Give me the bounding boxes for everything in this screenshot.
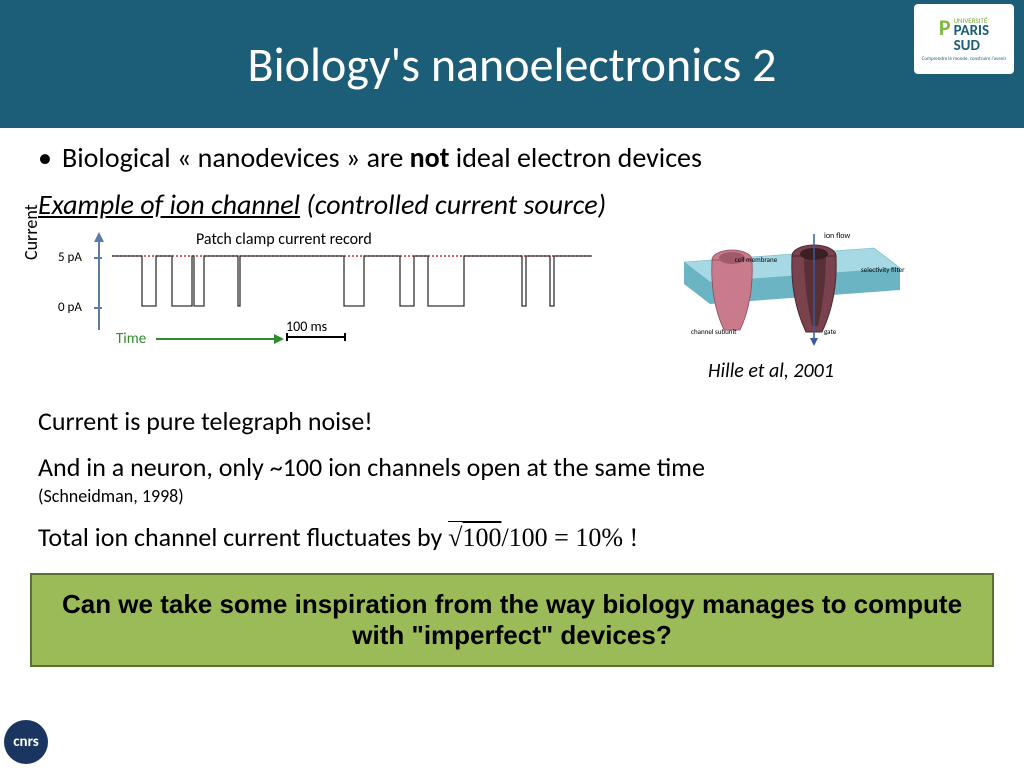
fluct-pre: Total ion channel current fluctuates by [38, 521, 448, 553]
ion-channel-svg: ion flow cell membrane selectivity filte… [636, 230, 906, 350]
bullet1-pre: Biological « nanodevices » are [62, 140, 410, 175]
paris-sud-logo: P UNIVERSITÉ PARIS SUD Comprendre le mon… [914, 4, 1014, 74]
logo-line3: SUD [954, 39, 990, 54]
chart-ylabel: Current [20, 204, 42, 260]
example-underlined: Example of ion channel [38, 187, 300, 222]
chart-title: Patch clamp current record [196, 230, 372, 249]
ytick5-mark [94, 257, 102, 259]
line-neuron-ref: (Schneidman, 1998) [30, 485, 994, 507]
patch-clamp-chart: Current 5 pA 0 pA Patch clamp current re… [36, 230, 596, 370]
xaxis-arrow-icon [156, 338, 276, 340]
svg-text:channel subunit: channel subunit [691, 327, 737, 336]
ytick0-mark [94, 307, 102, 309]
example-heading: Example of ion channel (controlled curre… [30, 187, 994, 222]
svg-text:gate: gate [824, 327, 837, 336]
fluct-math: √100/100 = 10% ! [448, 521, 638, 552]
yaxis-arrow-icon [98, 240, 100, 330]
scalebar-line [286, 336, 346, 338]
bullet1-post: ideal electron devices [449, 140, 702, 175]
diagram-citation: Hille et al, 2001 [626, 359, 916, 383]
chart-row: Current 5 pA 0 pA Patch clamp current re… [30, 230, 994, 383]
line-neuron: And in a neuron, only ~100 ion channels … [30, 451, 994, 483]
cnrs-logo: cnrs [4, 720, 48, 764]
svg-text:ion flow: ion flow [824, 231, 850, 241]
ytick-5pa: 5 pA [58, 250, 82, 265]
example-rest: (controlled current source) [300, 187, 606, 222]
callout-box: Can we take some inspiration from the wa… [30, 573, 994, 667]
slide-header: Biology's nanoelectronics 2 P UNIVERSITÉ… [0, 0, 1024, 128]
line-noise: Current is pure telegraph noise! [30, 405, 994, 437]
bullet-1: Biological « nanodevices » are not ideal… [30, 140, 994, 175]
scalebar-label: 100 ms [286, 318, 327, 335]
chart-xlabel: Time [116, 330, 146, 348]
bullet1-bold: not [410, 140, 450, 175]
line-fluctuation: Total ion channel current fluctuates by … [30, 521, 994, 553]
slide-content: Biological « nanodevices » are not ideal… [0, 128, 1024, 553]
svg-text:cell membrane: cell membrane [735, 255, 778, 264]
ytick-0pa: 0 pA [58, 300, 82, 315]
logo-tagline: Comprendre le monde, construire l'avenir [922, 56, 1007, 62]
svg-text:selectivity filter: selectivity filter [861, 265, 905, 274]
signal-trace [112, 248, 592, 318]
slide-title: Biology's nanoelectronics 2 [248, 35, 777, 94]
logo-mark: P [939, 17, 951, 39]
ion-channel-diagram: ion flow cell membrane selectivity filte… [626, 230, 916, 383]
